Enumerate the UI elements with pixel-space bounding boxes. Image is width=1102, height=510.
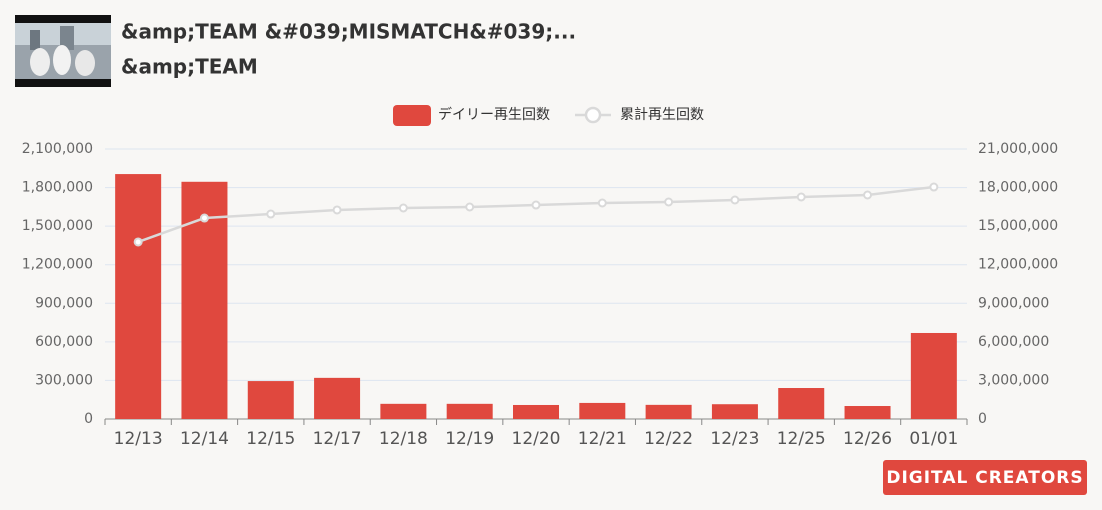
y-tick-label: 300,000 bbox=[35, 372, 93, 388]
bar bbox=[711, 404, 758, 419]
x-tick-label: 12/15 bbox=[246, 429, 295, 449]
line-point bbox=[266, 209, 276, 219]
x-tick-label: 12/14 bbox=[180, 429, 229, 449]
bar bbox=[115, 174, 162, 419]
y2-tick-label: 12,000,000 bbox=[978, 257, 1058, 273]
x-tick-label: 12/20 bbox=[512, 429, 561, 449]
y2-tick-label: 15,000,000 bbox=[978, 218, 1058, 234]
x-tick-label: 12/19 bbox=[445, 429, 494, 449]
bar bbox=[513, 404, 559, 419]
bar bbox=[247, 381, 294, 419]
y-tick-label: 2,100,000 bbox=[22, 141, 93, 157]
y-tick-label: 900,000 bbox=[35, 295, 93, 311]
line-point bbox=[796, 192, 806, 202]
x-tick-label: 12/17 bbox=[313, 429, 362, 449]
line-point bbox=[531, 200, 541, 210]
x-tick-label: 12/21 bbox=[578, 429, 627, 449]
bar bbox=[380, 403, 427, 419]
line-point bbox=[730, 195, 740, 205]
y2-tick-label: 9,000,000 bbox=[978, 295, 1049, 311]
bar bbox=[579, 402, 626, 419]
y2-tick-label: 21,000,000 bbox=[978, 141, 1058, 157]
line-point bbox=[863, 190, 873, 200]
logo-box[interactable] bbox=[883, 460, 1087, 495]
y2-tick-label: 6,000,000 bbox=[978, 334, 1049, 350]
y-tick-label: 600,000 bbox=[35, 334, 93, 350]
y2-tick-label: 0 bbox=[978, 411, 987, 427]
line-point bbox=[332, 205, 342, 215]
bar bbox=[910, 332, 957, 419]
bar bbox=[778, 388, 825, 419]
bar bbox=[314, 377, 361, 419]
bar bbox=[844, 406, 891, 419]
y2-tick-label: 3,000,000 bbox=[978, 372, 1049, 388]
x-tick-label: 12/22 bbox=[644, 429, 693, 449]
x-tick-label: 12/23 bbox=[710, 429, 759, 449]
x-tick-label: 12/25 bbox=[777, 429, 826, 449]
legend-swatch bbox=[393, 105, 431, 126]
y2-tick-label: 18,000,000 bbox=[978, 180, 1058, 196]
x-tick-label: 12/13 bbox=[114, 429, 163, 449]
line-point bbox=[929, 182, 939, 192]
y-tick-label: 1,200,000 bbox=[22, 257, 93, 273]
thumbnail bbox=[15, 15, 111, 87]
line-point bbox=[398, 203, 408, 213]
y-tick-label: 1,800,000 bbox=[22, 180, 93, 196]
video-title: &amp;TEAM &#039;MISMATCH&#039;... bbox=[121, 20, 576, 44]
bar bbox=[645, 404, 692, 419]
bar bbox=[446, 403, 493, 419]
video-artist: &amp;TEAM bbox=[121, 55, 258, 79]
line-point bbox=[597, 198, 607, 208]
x-tick-label: 12/26 bbox=[843, 429, 892, 449]
line-point bbox=[199, 213, 209, 223]
line-point bbox=[133, 237, 143, 247]
x-tick-label: 12/18 bbox=[379, 429, 428, 449]
legend-label: 累計再生回数 bbox=[620, 107, 704, 123]
logo[interactable]: DIGITAL CREATORS bbox=[883, 460, 1087, 495]
legend-label: デイリー再生回数 bbox=[438, 106, 550, 123]
y-tick-label: 1,500,000 bbox=[22, 218, 93, 234]
line-point bbox=[664, 197, 674, 207]
logo-text[interactable]: DIGITAL CREATORS bbox=[886, 468, 1083, 488]
x-tick-label: 01/01 bbox=[909, 429, 958, 449]
legend-swatch-dot bbox=[584, 106, 602, 124]
y-tick-label: 0 bbox=[84, 411, 93, 427]
line bbox=[137, 185, 934, 244]
line-point bbox=[465, 202, 475, 212]
